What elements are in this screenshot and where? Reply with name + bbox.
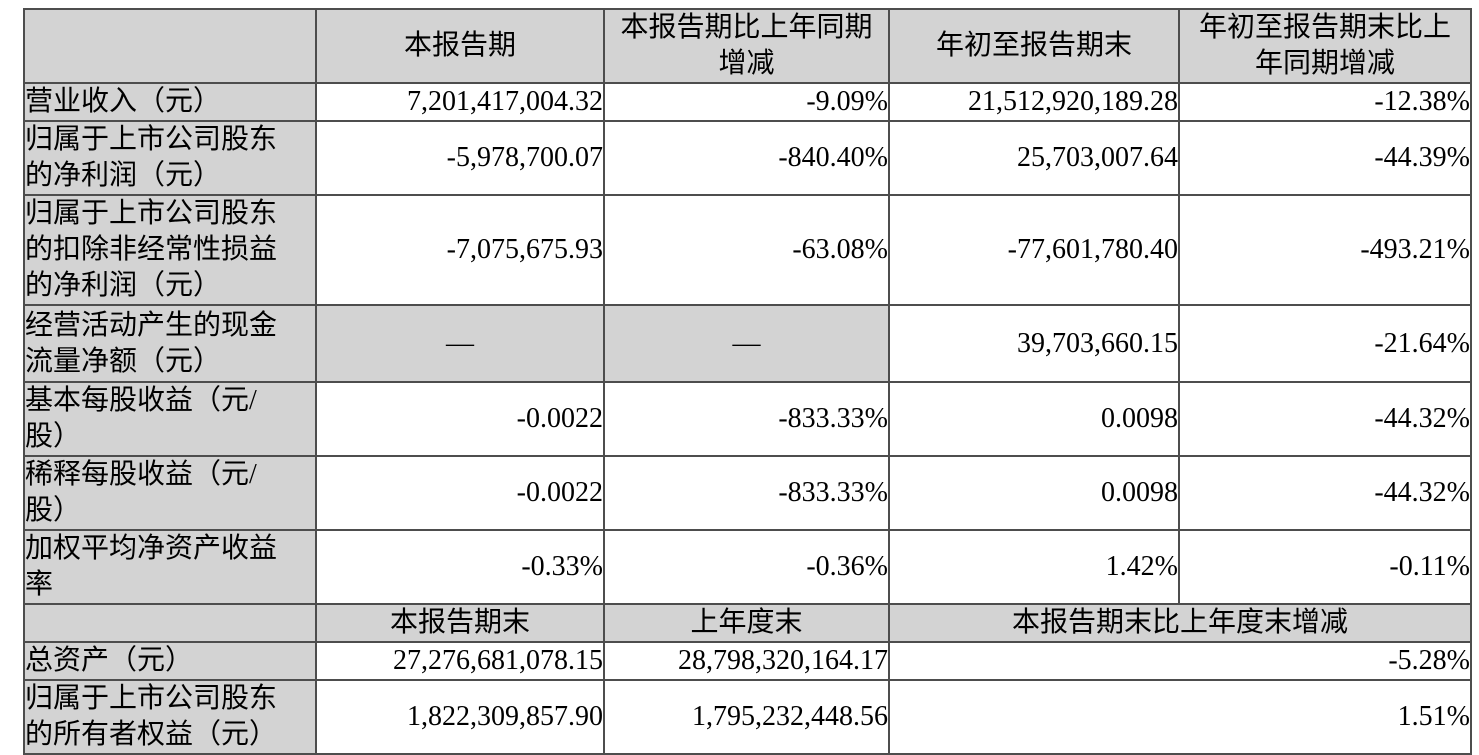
value-ytd-change: -44.32% [1178,381,1472,457]
header-current-period: 本报告期 [315,8,605,84]
value-current-change: -833.33% [603,455,890,531]
value-ytd: 1.42% [888,529,1180,605]
value-end-of-period: 1,822,309,857.90 [315,679,605,755]
table-row: 稀释每股收益（元/ 股） -0.0022 -833.33% 0.0098 -44… [23,455,1472,531]
table-row: 营业收入（元） 7,201,417,004.32 -9.09% 21,512,9… [23,82,1472,122]
value-ytd-change: -21.64% [1178,304,1472,383]
subheader-corner-cell [23,603,317,643]
row-label-diluted-eps: 稀释每股收益（元/ 股） [23,455,317,531]
value-current-change: -833.33% [603,381,890,457]
value-ytd: 39,703,660.15 [888,304,1180,383]
table-row: 经营活动产生的现金 流量净额（元） — — 39,703,660.15 -21.… [23,304,1472,383]
row-label-operating-revenue: 营业收入（元） [23,82,317,122]
value-current-change: -840.40% [603,120,890,196]
subheader-period-vs-prior-change: 本报告期末比上年度末增减 [888,603,1472,643]
value-end-of-period: 27,276,681,078.15 [315,641,605,681]
header-ytd-change: 年初至报告期末比上 年同期增减 [1178,8,1472,84]
row-label-basic-eps: 基本每股收益（元/ 股） [23,381,317,457]
subheader-row: 本报告期末 上年度末 本报告期末比上年度末增减 [23,603,1472,643]
value-period-vs-prior-change: 1.51% [888,679,1472,755]
subheader-end-of-period: 本报告期末 [315,603,605,643]
value-ytd-change: -44.39% [1178,120,1472,196]
value-current-change: -63.08% [603,194,890,306]
table-row: 基本每股收益（元/ 股） -0.0022 -833.33% 0.0098 -44… [23,381,1472,457]
table-row: 归属于上市公司股东 的扣除非经常性损益 的净利润（元） -7,075,675.9… [23,194,1472,306]
table-row: 总资产（元） 27,276,681,078.15 28,798,320,164.… [23,641,1472,681]
value-current-change: -0.36% [603,529,890,605]
row-label-net-profit-excl-nonrecurring: 归属于上市公司股东 的扣除非经常性损益 的净利润（元） [23,194,317,306]
header-corner-cell [23,8,317,84]
value-current-period: -0.0022 [315,381,605,457]
value-ytd-change: -44.32% [1178,455,1472,531]
financial-summary-table: 本报告期 本报告期比上年同期 增减 年初至报告期末 年初至报告期末比上 年同期增… [23,8,1472,755]
value-current-change: -9.09% [603,82,890,122]
value-end-of-prior-year: 28,798,320,164.17 [603,641,890,681]
value-ytd: 25,703,007.64 [888,120,1180,196]
value-current-period: 7,201,417,004.32 [315,82,605,122]
value-ytd: 21,512,920,189.28 [888,82,1180,122]
value-current-period: -7,075,675.93 [315,194,605,306]
table-row: 加权平均净资产收益 率 -0.33% -0.36% 1.42% -0.11% [23,529,1472,605]
header-ytd: 年初至报告期末 [888,8,1180,84]
header-row: 本报告期 本报告期比上年同期 增减 年初至报告期末 年初至报告期末比上 年同期增… [23,8,1472,84]
table-row: 归属于上市公司股东 的净利润（元） -5,978,700.07 -840.40%… [23,120,1472,196]
value-ytd: -77,601,780.40 [888,194,1180,306]
value-current-period: — [315,304,605,383]
row-label-weighted-avg-roe: 加权平均净资产收益 率 [23,529,317,605]
value-ytd-change: -12.38% [1178,82,1472,122]
value-current-period: -0.0022 [315,455,605,531]
value-ytd: 0.0098 [888,381,1180,457]
header-current-period-change: 本报告期比上年同期 增减 [603,8,890,84]
row-label-operating-cash-flow: 经营活动产生的现金 流量净额（元） [23,304,317,383]
table-row: 归属于上市公司股东 的所有者权益（元） 1,822,309,857.90 1,7… [23,679,1472,755]
row-label-net-profit: 归属于上市公司股东 的净利润（元） [23,120,317,196]
value-current-period: -5,978,700.07 [315,120,605,196]
subheader-end-of-prior-year: 上年度末 [603,603,890,643]
value-end-of-prior-year: 1,795,232,448.56 [603,679,890,755]
value-current-change: — [603,304,890,383]
value-ytd-change: -0.11% [1178,529,1472,605]
row-label-shareholders-equity: 归属于上市公司股东 的所有者权益（元） [23,679,317,755]
value-period-vs-prior-change: -5.28% [888,641,1472,681]
row-label-total-assets: 总资产（元） [23,641,317,681]
value-ytd: 0.0098 [888,455,1180,531]
value-current-period: -0.33% [315,529,605,605]
value-ytd-change: -493.21% [1178,194,1472,306]
